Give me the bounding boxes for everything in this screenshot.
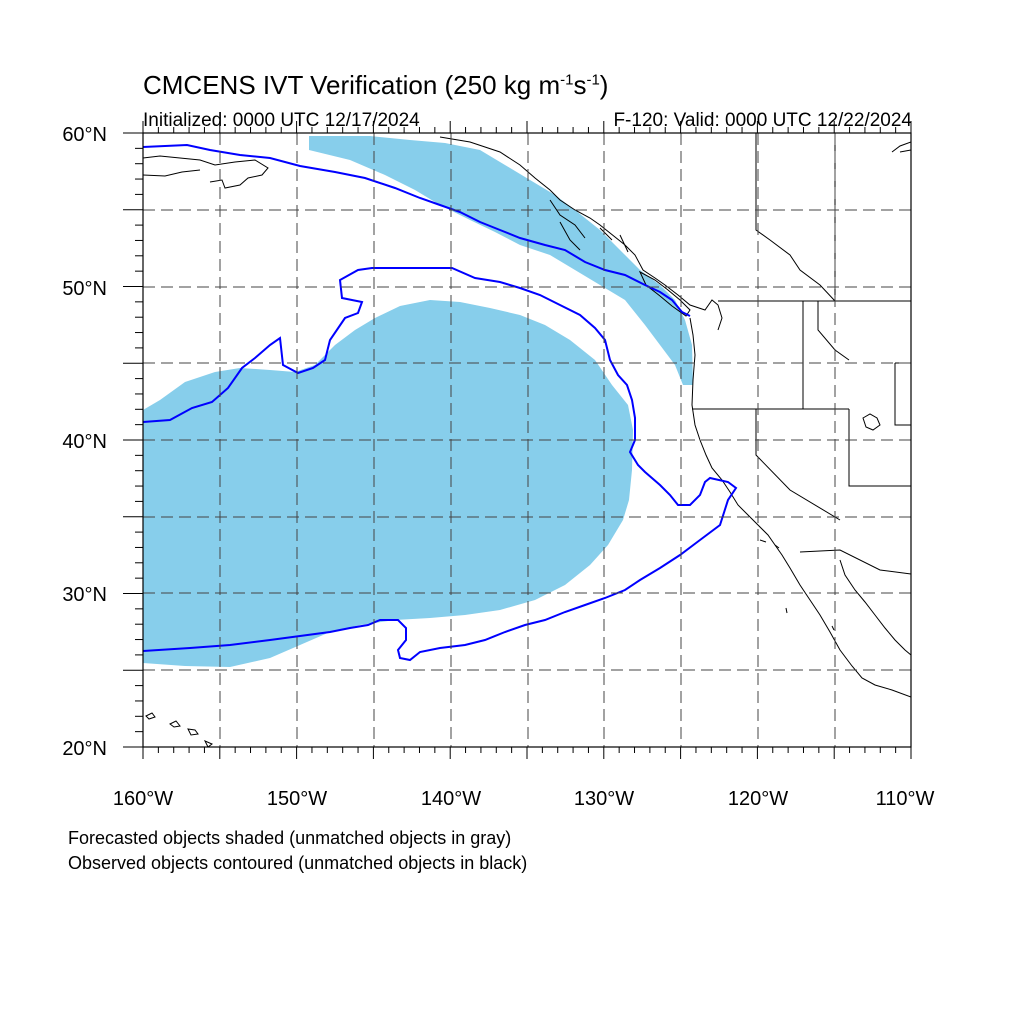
channel-islands (759, 539, 835, 631)
observed-note: Observed objects contoured (unmatched ob… (68, 853, 528, 873)
lat-label-30: 30°N (62, 584, 107, 606)
vancouver-island (638, 270, 691, 317)
observed-object-main (143, 267, 738, 662)
lon-label-160W: 160°W (113, 788, 173, 810)
tick-marks (123, 121, 912, 759)
hawaii-islands (145, 712, 213, 747)
lat-label-40: 40°N (62, 431, 107, 453)
lon-label-150W: 150°W (267, 788, 327, 810)
lon-tick-labels: 160°W 150°W 140°W 130°W 120°W 110°W (113, 788, 935, 810)
lat-tick-labels: 60°N 50°N 40°N 30°N 20°N (62, 124, 107, 760)
valid-time: F-120: Valid: 0000 UTC 12/22/2024 (613, 110, 912, 131)
baja-gulf-coast (839, 559, 911, 656)
us-west-coast (689, 317, 911, 698)
hudson-bay-coast (891, 141, 911, 153)
forecast-object-main (143, 300, 633, 667)
forecast-note: Forecasted objects shaded (unmatched obj… (68, 828, 512, 848)
initialized-time: Initialized: 0000 UTC 12/17/2024 (143, 110, 420, 131)
grid-lines (143, 133, 911, 747)
coastlines (143, 133, 911, 747)
great-salt-lake (862, 413, 881, 431)
observed-object-north (143, 143, 691, 317)
observed-objects (143, 143, 738, 662)
forecast-object-northern-band (309, 136, 693, 385)
forecast-objects (143, 136, 693, 667)
us-state-borders (692, 301, 911, 575)
alaska-panhandle-coast (439, 136, 723, 331)
lon-label-110W: 110°W (876, 788, 935, 810)
lat-label-60: 60°N (62, 124, 107, 146)
alaska-coast (143, 155, 269, 189)
chart-title: CMCENS IVT Verification (250 kg m-1s-1) (143, 70, 609, 100)
legend-notes: Forecasted objects shaded (unmatched obj… (68, 826, 527, 876)
lat-label-50: 50°N (62, 278, 107, 300)
lon-label-140W: 140°W (421, 788, 481, 810)
lon-label-120W: 120°W (728, 788, 788, 810)
lon-label-130W: 130°W (574, 788, 634, 810)
canada-province-borders (755, 133, 836, 302)
lat-label-20: 20°N (62, 738, 107, 760)
